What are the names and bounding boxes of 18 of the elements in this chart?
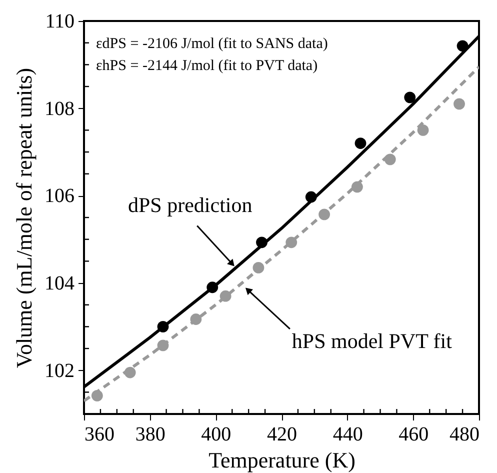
y-tick-label: 106 — [44, 185, 74, 208]
y-tick-label: 104 — [44, 272, 74, 294]
y-tick-label: 108 — [44, 98, 74, 120]
y-tick-label: 102 — [44, 360, 74, 382]
annotation: εdPS = -2106 J/mol (fit to SANS data) — [96, 36, 328, 52]
y-tick-label: 110 — [45, 10, 74, 32]
annotation: dPS prediction — [128, 192, 253, 217]
x-tick-label: 360 — [84, 424, 114, 446]
x-tick-label: 460 — [398, 424, 429, 446]
annotation: hPS model PVT fit — [292, 328, 452, 353]
y-axis-title: Volume (mL/mole of repeat units) — [12, 68, 36, 368]
annotation: εhPS = -2144 J/mol (fit to PVT data) — [96, 58, 318, 74]
x-tick-label: 380 — [135, 424, 166, 446]
x-tick-label: 420 — [267, 424, 297, 446]
x-tick-label: 400 — [201, 424, 232, 446]
x-tick-label: 480 — [450, 424, 480, 446]
x-tick-label: 440 — [332, 424, 363, 446]
x-axis-title: Temperature (K) — [208, 448, 356, 472]
